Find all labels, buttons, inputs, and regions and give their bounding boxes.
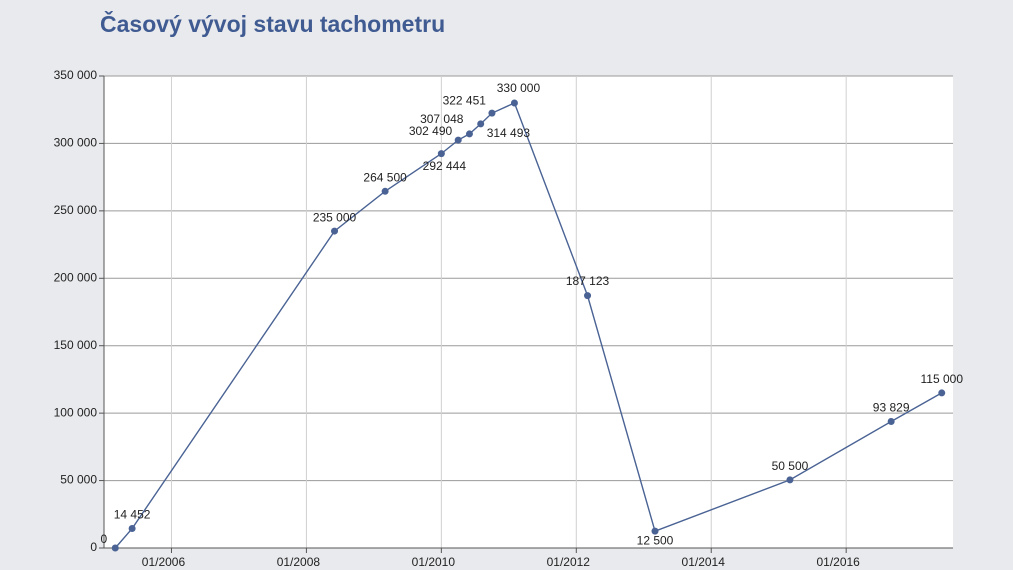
x-tick-label: 01/2010 [412, 555, 456, 569]
data-label: 307 048 [420, 112, 464, 126]
point [887, 417, 895, 425]
data-label: 93 829 [873, 401, 910, 415]
x-tick-label: 01/2016 [816, 555, 860, 569]
data-label: 314 493 [487, 126, 531, 140]
point [651, 527, 659, 535]
x-tick-label: 01/2008 [277, 555, 321, 569]
point [584, 292, 592, 300]
point [465, 130, 473, 138]
data-label: 302 490 [409, 124, 453, 138]
data-label: 50 500 [772, 459, 809, 473]
data-label: 264 500 [363, 170, 407, 184]
x-tick-label: 01/2012 [547, 555, 591, 569]
data-label: 322 451 [443, 93, 487, 107]
point [381, 187, 389, 195]
y-tick-label: 100 000 [54, 405, 98, 419]
data-label: 330 000 [497, 81, 541, 95]
y-tick-label: 0 [90, 540, 97, 554]
point [128, 525, 136, 533]
point [454, 136, 462, 144]
y-tick-label: 350 000 [54, 68, 98, 82]
y-tick-label: 300 000 [54, 136, 98, 150]
y-tick-label: 150 000 [54, 338, 98, 352]
point [437, 150, 445, 158]
y-tick-label: 50 000 [60, 473, 97, 487]
point [938, 389, 946, 397]
data-label: 12 500 [637, 533, 674, 547]
chart-title: Časový vývoj stavu tachometru [100, 10, 445, 37]
plot-area [104, 76, 953, 548]
point [510, 99, 518, 107]
point [488, 109, 496, 117]
data-label: 235 000 [313, 210, 357, 224]
data-label: 14 452 [114, 508, 151, 522]
point [111, 544, 119, 552]
y-tick-label: 200 000 [54, 270, 98, 284]
data-label: 292 444 [423, 159, 467, 173]
x-tick-label: 01/2014 [682, 555, 726, 569]
x-tick-label: 01/2006 [142, 555, 186, 569]
data-label: 0 [101, 532, 108, 546]
point [331, 227, 339, 235]
point [477, 120, 485, 128]
y-tick-label: 250 000 [54, 203, 98, 217]
data-label: 187 123 [566, 274, 610, 288]
data-label: 115 000 [921, 372, 964, 386]
point [786, 476, 794, 484]
